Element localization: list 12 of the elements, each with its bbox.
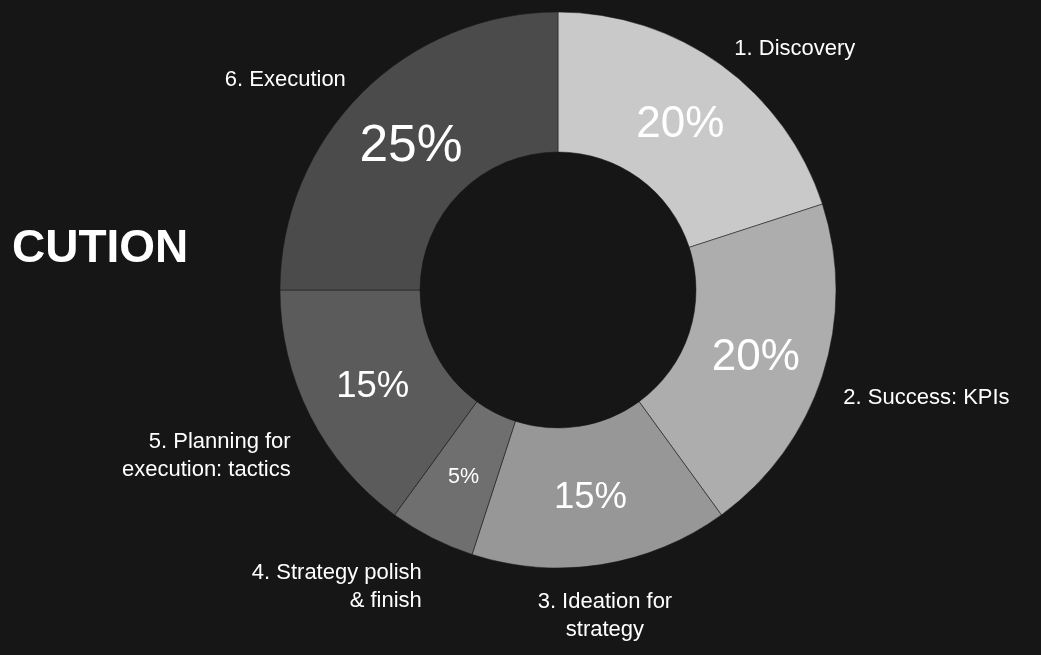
slice-label: 5. Planning for execution: tactics (121, 427, 291, 481)
slice-label: 3. Ideation for strategy (537, 588, 673, 642)
data-label: 15% (336, 364, 410, 406)
slice-label: 6. Execution (224, 65, 346, 91)
data-label: 25% (359, 113, 463, 172)
slice-label: 4. Strategy polish & finish (251, 559, 422, 612)
slice-label: 1. Discovery (734, 34, 856, 60)
data-label: 5% (448, 463, 480, 488)
slice-label: 2. Success: KPIs (843, 384, 1010, 410)
data-label: 15% (554, 475, 628, 517)
text: CUTION (12, 220, 189, 272)
data-label: 20% (711, 329, 800, 379)
